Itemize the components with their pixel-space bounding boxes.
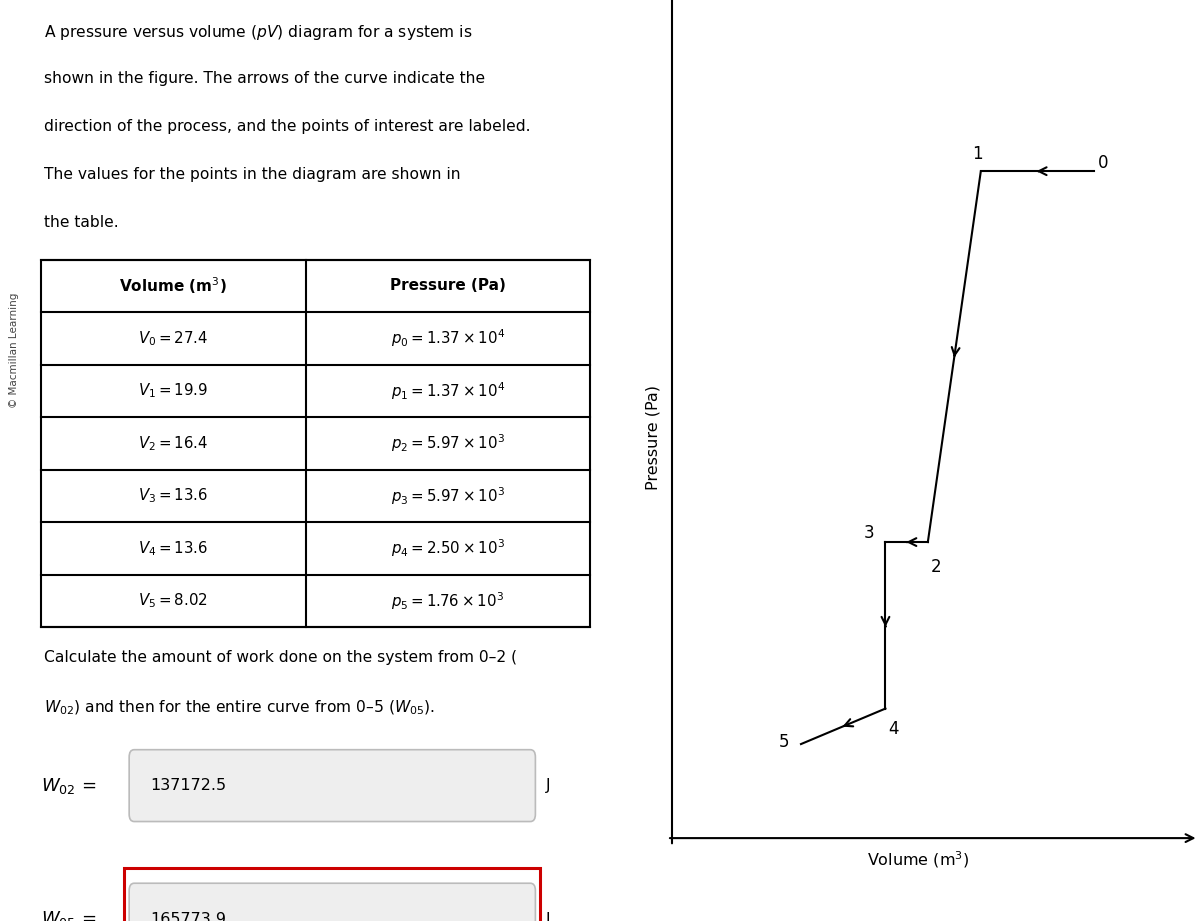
Bar — [124, 868, 540, 921]
Text: $p_2 = 5.97 \times 10^3$: $p_2 = 5.97 \times 10^3$ — [391, 433, 505, 454]
Text: $p_0 = 1.37 \times 10^4$: $p_0 = 1.37 \times 10^4$ — [390, 328, 505, 349]
Text: $V_1 = 19.9$: $V_1 = 19.9$ — [138, 381, 209, 401]
FancyBboxPatch shape — [130, 883, 535, 921]
Text: Pressure (Pa): Pressure (Pa) — [390, 278, 505, 294]
Text: Calculate the amount of work done on the system from 0–2 (: Calculate the amount of work done on the… — [43, 650, 517, 665]
Text: $V_4 = 13.6$: $V_4 = 13.6$ — [138, 539, 209, 558]
Text: 3: 3 — [864, 524, 874, 542]
Text: Volume (m$^3$): Volume (m$^3$) — [119, 275, 227, 297]
Text: 0: 0 — [1098, 154, 1108, 171]
Text: $W_{02}$) and then for the entire curve from 0–5 ($W_{05}$).: $W_{02}$) and then for the entire curve … — [43, 698, 434, 717]
Text: $p_4 = 2.50 \times 10^3$: $p_4 = 2.50 \times 10^3$ — [391, 538, 505, 559]
Text: $p_1 = 1.37 \times 10^4$: $p_1 = 1.37 \times 10^4$ — [390, 380, 505, 402]
Text: $V_0 = 27.4$: $V_0 = 27.4$ — [138, 329, 209, 348]
Text: $W_{02}$ =: $W_{02}$ = — [41, 775, 96, 796]
Text: A pressure versus volume ($\it{pV}$) diagram for a system is: A pressure versus volume ($\it{pV}$) dia… — [43, 23, 473, 42]
Text: $V_3 = 13.6$: $V_3 = 13.6$ — [138, 486, 209, 506]
Text: J: J — [546, 912, 551, 921]
Y-axis label: Pressure (Pa): Pressure (Pa) — [646, 385, 661, 490]
Text: 5: 5 — [779, 733, 790, 751]
Text: shown in the figure. The arrows of the curve indicate the: shown in the figure. The arrows of the c… — [43, 71, 485, 86]
Text: 165773.9: 165773.9 — [150, 912, 226, 921]
Text: The values for the points in the diagram are shown in: The values for the points in the diagram… — [43, 167, 461, 181]
Text: $W_{05}$ =: $W_{05}$ = — [41, 909, 96, 921]
Bar — [41, 260, 589, 627]
Text: $p_5 = 1.76 \times 10^3$: $p_5 = 1.76 \times 10^3$ — [391, 590, 504, 612]
Text: 1: 1 — [972, 146, 983, 163]
Text: $V_2 = 16.4$: $V_2 = 16.4$ — [138, 434, 209, 453]
X-axis label: Volume (m$^3$): Volume (m$^3$) — [866, 849, 970, 870]
Text: © Macmillan Learning: © Macmillan Learning — [8, 292, 19, 408]
Text: 4: 4 — [888, 719, 899, 738]
Text: 137172.5: 137172.5 — [150, 778, 226, 793]
Text: $p_3 = 5.97 \times 10^3$: $p_3 = 5.97 \times 10^3$ — [391, 485, 505, 507]
Text: $V_5 = 8.02$: $V_5 = 8.02$ — [138, 591, 208, 611]
Text: J: J — [546, 778, 551, 793]
Text: 2: 2 — [931, 558, 942, 576]
Text: the table.: the table. — [43, 215, 119, 229]
Text: direction of the process, and the points of interest are labeled.: direction of the process, and the points… — [43, 119, 530, 134]
FancyBboxPatch shape — [130, 750, 535, 822]
